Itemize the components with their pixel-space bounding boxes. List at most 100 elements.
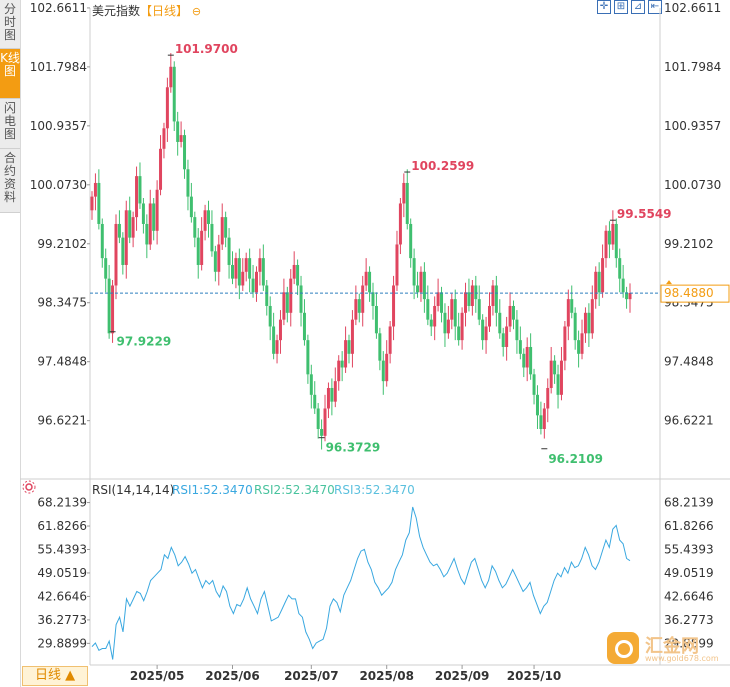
- candle: [573, 312, 577, 341]
- candle: [607, 230, 611, 245]
- fit-icon[interactable]: ⊞: [614, 0, 628, 14]
- y-tick-label-left: 100.9357: [30, 119, 87, 133]
- candle: [535, 394, 539, 416]
- candle: [549, 360, 553, 388]
- tab-timeshare-label: 分时图: [3, 2, 16, 42]
- candle: [278, 319, 282, 341]
- candle: [546, 387, 550, 409]
- candle: [453, 299, 457, 327]
- candle: [326, 387, 330, 409]
- last-price-box: [660, 284, 730, 303]
- watermark-logo: 汇金网 www.gold678.com: [607, 630, 719, 670]
- candle: [361, 285, 365, 313]
- candle: [148, 203, 152, 245]
- candle: [230, 264, 234, 279]
- indicator-icon[interactable]: ⊿: [631, 0, 645, 14]
- candle: [169, 66, 173, 88]
- gear-icon[interactable]: ⊖: [191, 5, 202, 18]
- candle: [378, 333, 382, 361]
- tab-flash[interactable]: 闪电图: [0, 99, 20, 149]
- candle: [392, 285, 396, 327]
- expand-icon[interactable]: ✛: [597, 0, 611, 14]
- y-tick-label-left: 102.6611: [30, 1, 87, 15]
- candle: [131, 217, 135, 238]
- candle: [398, 203, 402, 245]
- y-tick-label-right: 102.6611: [664, 1, 721, 15]
- y-tick-label-left: 98.3475: [37, 296, 87, 310]
- candle: [162, 128, 166, 149]
- tab-flash-label: 闪电图: [3, 101, 16, 141]
- tab-timeshare[interactable]: 分时图: [0, 0, 20, 49]
- logo-icon: [607, 632, 639, 664]
- tab-kline[interactable]: K线图: [0, 49, 20, 99]
- candle: [525, 346, 529, 368]
- logo-name: 汇金网: [645, 636, 699, 657]
- candle: [350, 319, 354, 354]
- candle: [621, 278, 625, 293]
- annotation-label: 99.5549: [617, 207, 672, 221]
- sidebar: 分时图 K线图 闪电图 合约资料: [0, 0, 21, 687]
- x-tick-label: 2025/09: [435, 669, 489, 683]
- candle: [470, 285, 474, 306]
- candle: [587, 312, 591, 334]
- period-tab-label: 日线 ▲: [35, 668, 76, 683]
- rsi-y-tick-left: 55.4393: [37, 542, 87, 556]
- candle: [371, 292, 375, 306]
- y-tick-label-left: 99.2102: [37, 237, 87, 251]
- rsi-title: RSI(14,14,14): [92, 483, 174, 497]
- candle: [412, 258, 416, 286]
- candle: [316, 408, 320, 429]
- candle: [227, 237, 231, 265]
- candle: [272, 326, 276, 354]
- candle: [511, 305, 515, 320]
- y-tick-label-right: 101.7984: [664, 60, 721, 74]
- candle: [254, 271, 258, 293]
- candle: [395, 244, 399, 286]
- x-tick-label: 2025/05: [130, 669, 184, 683]
- candle: [241, 271, 245, 286]
- candle: [155, 189, 159, 231]
- candle: [563, 326, 567, 361]
- candle: [183, 135, 187, 170]
- logo-url: www.gold678.com: [645, 654, 719, 663]
- candle: [402, 182, 406, 204]
- y-tick-label-right: 100.9357: [664, 119, 721, 133]
- candle: [601, 258, 605, 293]
- y-tick-label-left: 100.0730: [30, 178, 87, 192]
- fullscreen-icon[interactable]: ⇤: [648, 0, 662, 14]
- candle: [460, 312, 464, 341]
- candle: [306, 340, 310, 375]
- candle: [217, 244, 221, 272]
- candle: [100, 223, 104, 259]
- candle: [93, 182, 97, 197]
- candle: [337, 360, 341, 382]
- candle: [446, 319, 450, 334]
- tab-contract-info[interactable]: 合约资料: [0, 149, 20, 213]
- candle: [237, 258, 241, 286]
- candle: [381, 360, 385, 382]
- y-tick-label-left: 96.6221: [37, 414, 87, 428]
- candle: [559, 360, 563, 395]
- candle: [186, 169, 190, 197]
- candle: [556, 374, 560, 395]
- annotation-label: 96.2109: [548, 452, 603, 466]
- candle: [611, 223, 615, 245]
- candle: [220, 217, 224, 245]
- candle: [313, 394, 317, 409]
- period-tab[interactable]: 日线 ▲: [22, 666, 88, 686]
- candle: [340, 360, 344, 368]
- candle: [518, 340, 522, 354]
- candle: [285, 292, 289, 313]
- rsi-y-tick-left: 42.6646: [37, 589, 87, 603]
- candle: [323, 408, 327, 436]
- candle: [159, 148, 163, 190]
- candle: [422, 271, 426, 300]
- candle: [481, 319, 485, 341]
- candle: [625, 292, 629, 300]
- rsi-y-tick-right: 49.0519: [664, 566, 714, 580]
- candle: [618, 258, 622, 279]
- rsi-y-tick-right: 55.4393: [664, 542, 714, 556]
- candle: [135, 176, 139, 218]
- candle: [374, 305, 378, 334]
- candle: [354, 299, 358, 320]
